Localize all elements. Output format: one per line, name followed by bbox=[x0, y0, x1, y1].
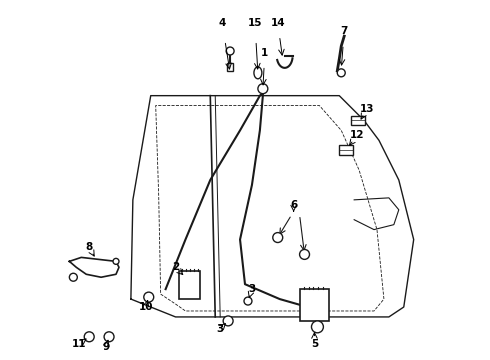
Text: 15: 15 bbox=[247, 18, 262, 28]
Circle shape bbox=[312, 321, 323, 333]
Text: 9: 9 bbox=[102, 342, 110, 352]
Circle shape bbox=[84, 332, 94, 342]
Text: 13: 13 bbox=[360, 104, 374, 113]
Circle shape bbox=[144, 292, 154, 302]
Circle shape bbox=[273, 233, 283, 243]
Text: 14: 14 bbox=[270, 18, 285, 28]
Text: 3: 3 bbox=[217, 324, 224, 334]
Circle shape bbox=[223, 316, 233, 326]
Circle shape bbox=[337, 69, 345, 77]
Text: 12: 12 bbox=[350, 130, 365, 140]
Text: 1: 1 bbox=[261, 48, 269, 58]
Bar bbox=[351, 116, 365, 125]
Circle shape bbox=[244, 297, 252, 305]
Circle shape bbox=[299, 249, 310, 260]
Circle shape bbox=[226, 47, 234, 55]
Text: 5: 5 bbox=[311, 339, 318, 349]
Text: 10: 10 bbox=[139, 302, 153, 312]
Circle shape bbox=[113, 258, 119, 264]
Text: 4: 4 bbox=[219, 18, 226, 28]
Text: 8: 8 bbox=[86, 243, 93, 252]
Text: 3: 3 bbox=[248, 284, 256, 294]
Bar bbox=[299, 289, 329, 321]
Text: 6: 6 bbox=[290, 200, 297, 210]
Bar bbox=[227, 63, 233, 71]
Circle shape bbox=[70, 273, 77, 281]
Text: 7: 7 bbox=[341, 26, 348, 36]
Ellipse shape bbox=[254, 67, 262, 79]
Circle shape bbox=[104, 332, 114, 342]
Bar bbox=[178, 271, 200, 299]
Bar bbox=[339, 145, 353, 155]
Circle shape bbox=[258, 84, 268, 94]
Text: 2: 2 bbox=[172, 262, 179, 272]
Text: 11: 11 bbox=[72, 339, 87, 349]
